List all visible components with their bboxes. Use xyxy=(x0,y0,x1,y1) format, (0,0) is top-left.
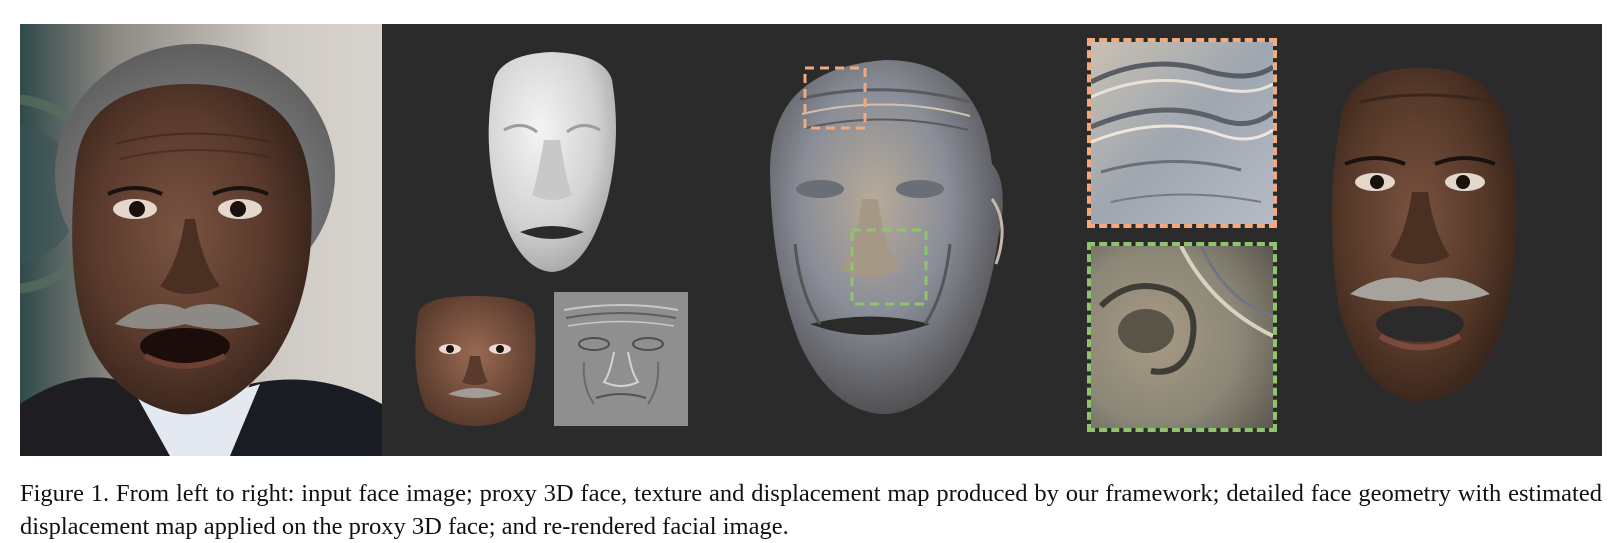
zoom-crops xyxy=(1065,24,1295,456)
detailed-face-geometry xyxy=(760,24,1050,456)
figure-caption: Figure 1. From left to right: input face… xyxy=(20,479,1602,540)
nose-zoom-marker xyxy=(850,228,928,306)
proxy-panel xyxy=(382,24,752,456)
forehead-zoom-marker xyxy=(803,66,867,130)
proxy-3d-face xyxy=(488,52,616,272)
forehead-zoom-crop xyxy=(1087,38,1277,228)
re-rendered-facial-image xyxy=(1320,24,1602,456)
nose-zoom-crop xyxy=(1087,242,1277,432)
input-face-image xyxy=(20,24,382,456)
texture-map xyxy=(415,296,536,426)
figure-panel-strip xyxy=(20,24,1602,456)
displacement-map xyxy=(554,292,688,426)
